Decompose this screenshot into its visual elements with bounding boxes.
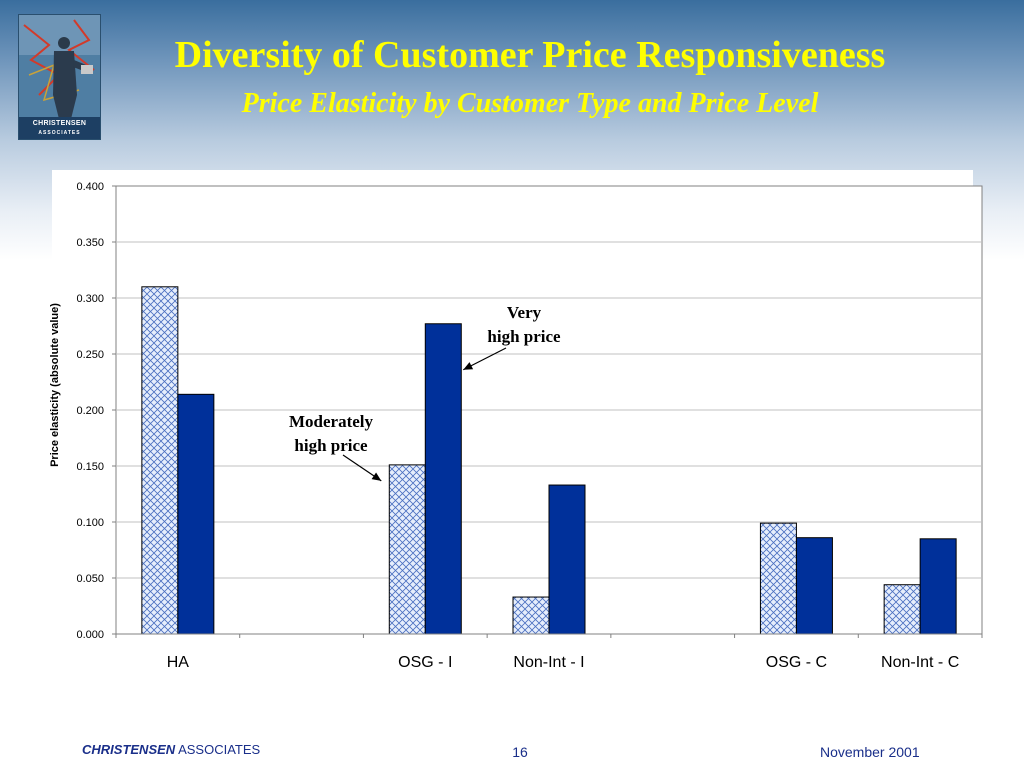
logo-wordmark: CHRISTENSEN ASSOCIATES — [19, 117, 100, 139]
footer-date: November 2001 — [820, 744, 920, 760]
logo-line-1: CHRISTENSEN — [32, 120, 87, 127]
chart-panel — [52, 170, 973, 690]
page-number: 16 — [512, 744, 528, 760]
page-title: Diversity of Customer Price Responsivene… — [174, 34, 886, 76]
footer-brand: CHRISTENSEN ASSOCIATES — [82, 742, 260, 757]
footer-brand-bold: CHRISTENSEN — [82, 742, 176, 757]
footer-brand-rest: ASSOCIATES — [178, 742, 261, 757]
logo-line-2: ASSOCIATES — [38, 130, 81, 136]
company-logo: CHRISTENSEN ASSOCIATES — [18, 14, 101, 140]
logo-artwork — [19, 15, 100, 119]
page-subtitle: Price Elasticity by Customer Type and Pr… — [241, 88, 819, 119]
